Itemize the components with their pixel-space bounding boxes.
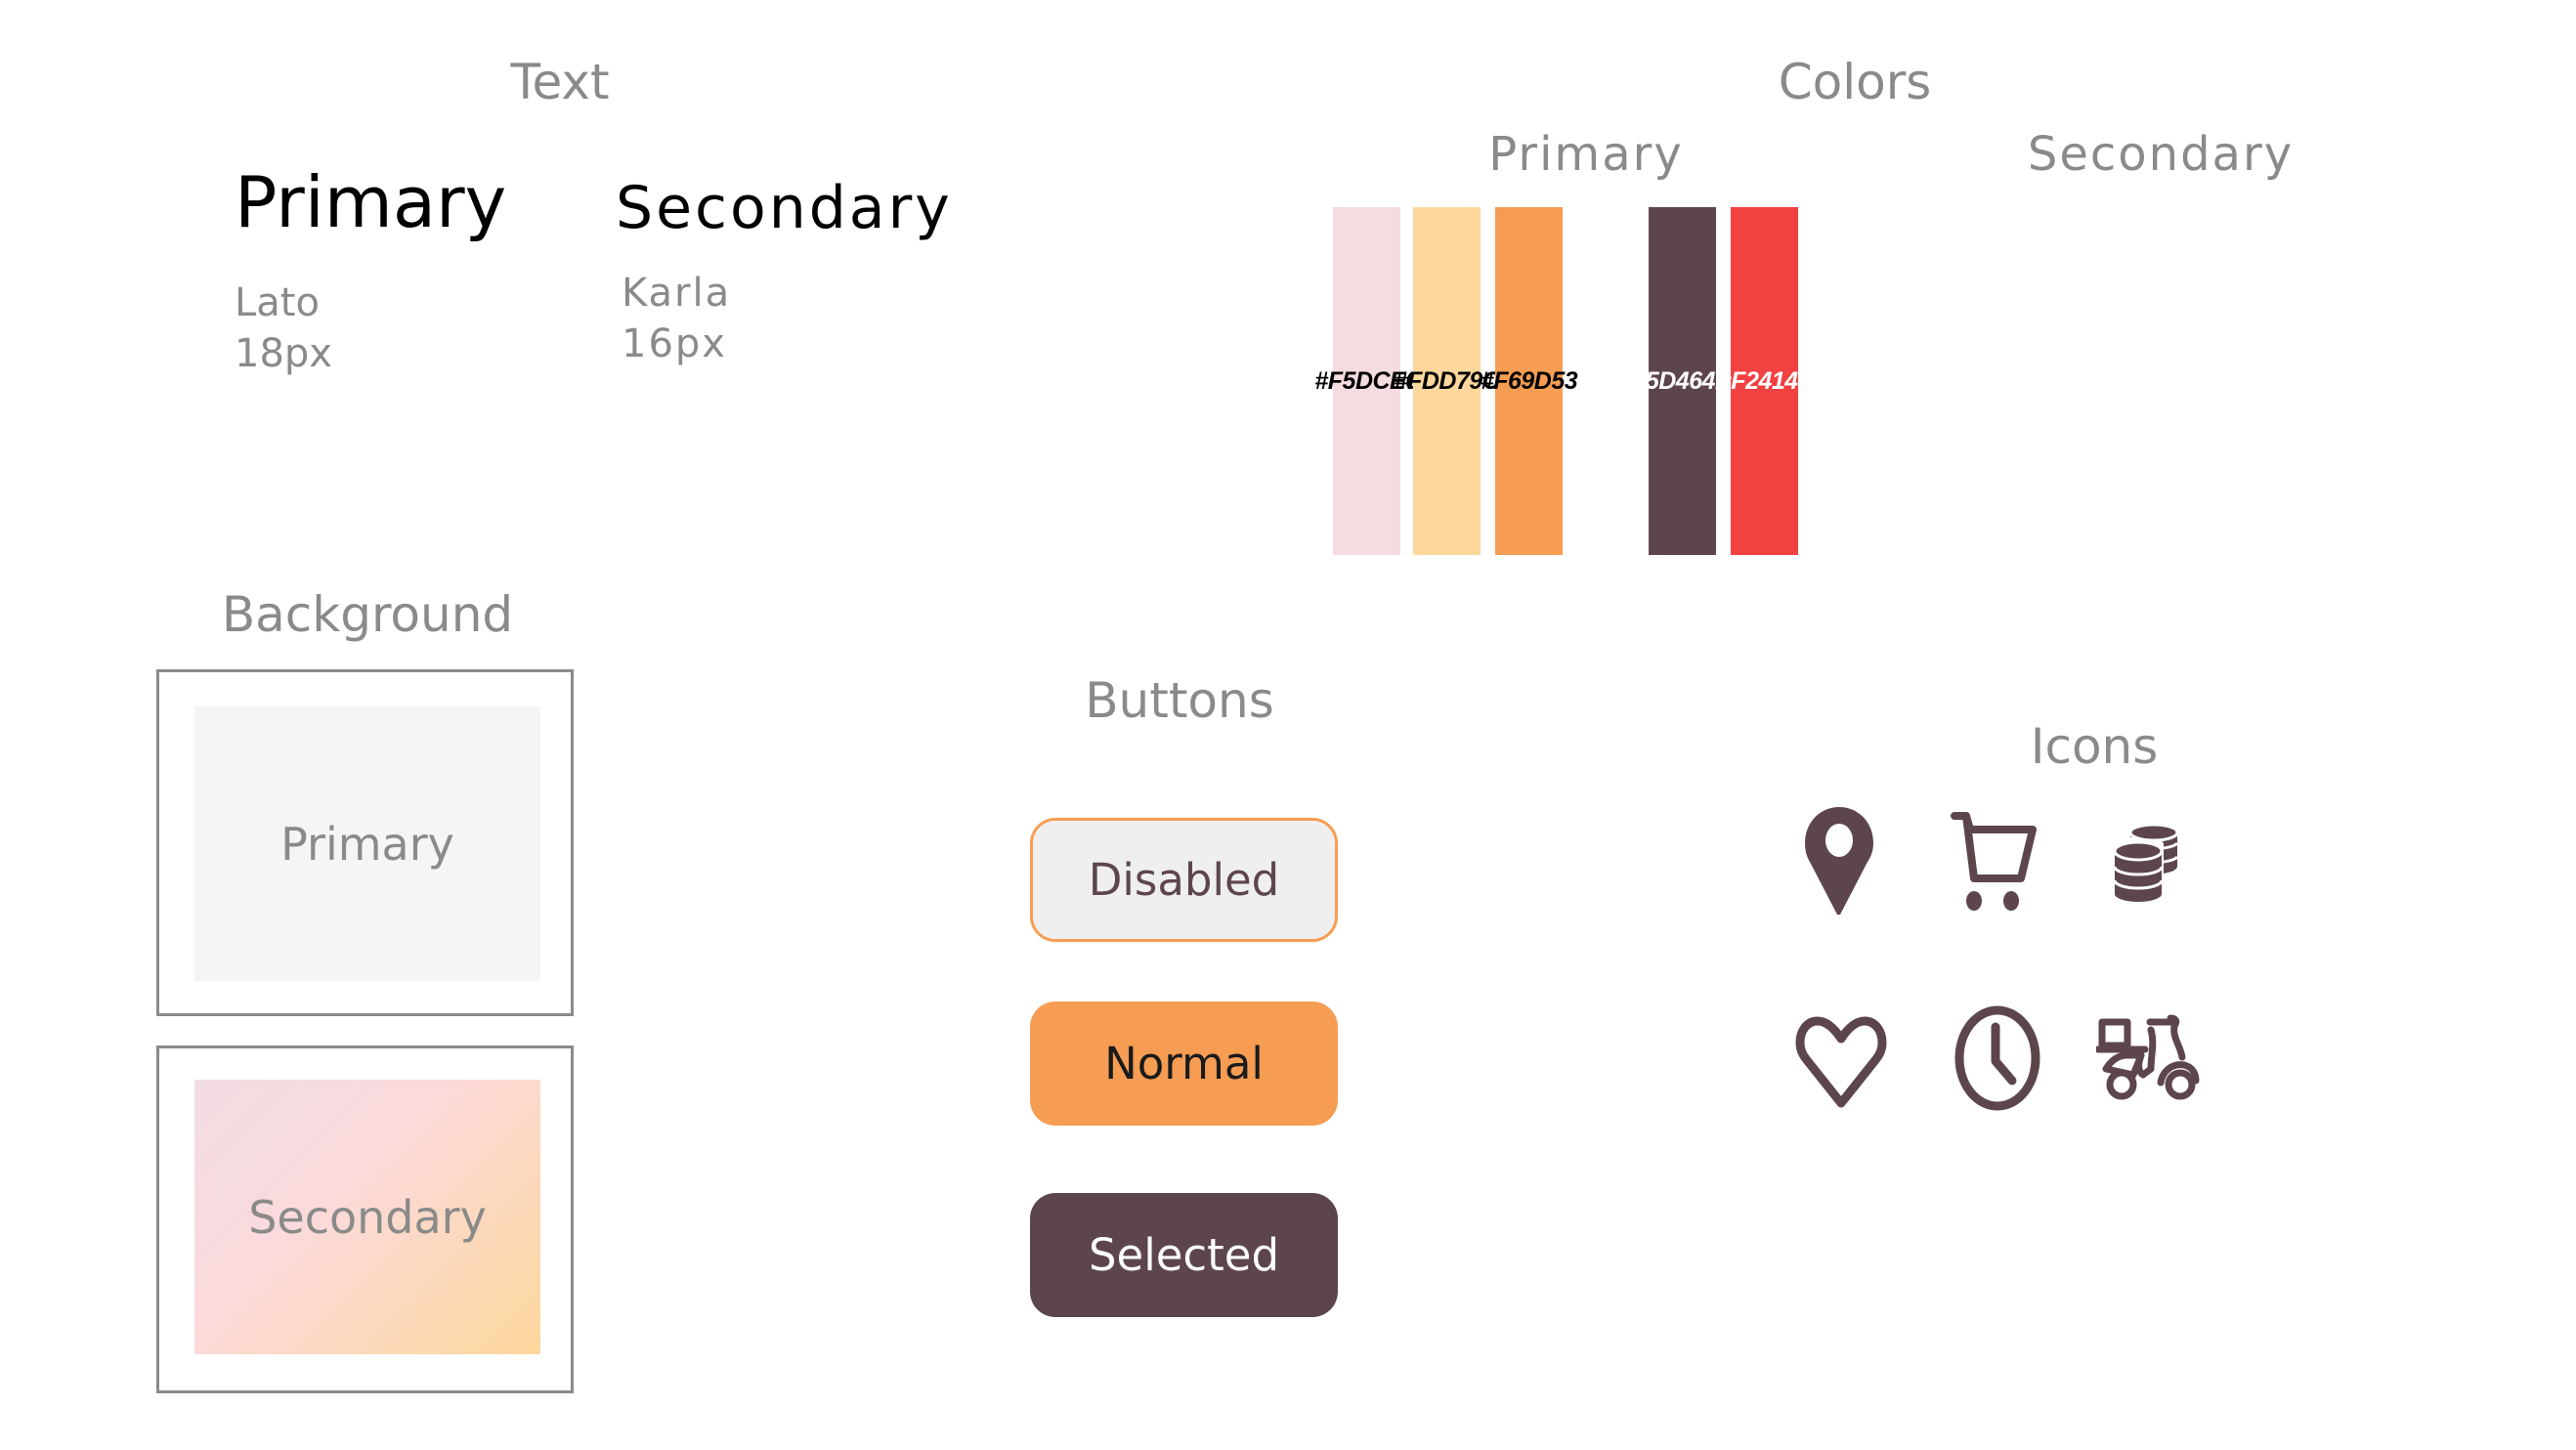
color-swatch: #5D464B	[1632, 207, 1733, 555]
secondary-font-size: 16px	[622, 321, 727, 366]
coins-icon	[2113, 824, 2179, 902]
secondary-font-sample: Secondary	[616, 174, 953, 242]
color-hex-label: #F24141	[1717, 366, 1812, 395]
color-swatch: #F69D53	[1481, 207, 1578, 555]
background-secondary-label: Secondary	[248, 1190, 487, 1244]
color-swatch: #FDD79C	[1395, 207, 1500, 555]
disabled-button[interactable]: Disabled	[1030, 818, 1338, 942]
secondary-colors-title: Secondary	[2027, 127, 2295, 182]
background-section-title: Background	[221, 586, 514, 643]
colors-section-title: Colors	[1778, 54, 1932, 110]
background-secondary-frame	[156, 1045, 574, 1393]
background-primary-frame	[156, 669, 574, 1016]
color-hex-label: #F69D53	[1480, 366, 1578, 395]
background-primary-label: Primary	[280, 817, 454, 871]
heart-icon	[1795, 1016, 1887, 1108]
color-swatch: #F24141	[1718, 207, 1812, 555]
primary-font-name: Lato	[235, 280, 320, 325]
background-primary-sample: Primary	[194, 706, 540, 981]
normal-button[interactable]: Normal	[1030, 1002, 1338, 1126]
icons-section-title: Icons	[2030, 718, 2159, 775]
color-hex-label: #F5DCE0	[1314, 366, 1419, 395]
color-hex-label: #FDD79C	[1394, 366, 1500, 395]
primary-font-size: 18px	[235, 331, 332, 376]
background-secondary-sample: Secondary	[194, 1080, 540, 1354]
map-pin-icon	[1805, 807, 1873, 915]
text-section-title: Text	[510, 54, 610, 110]
shopping-cart-icon	[1951, 812, 2037, 911]
selected-button[interactable]: Selected	[1030, 1193, 1338, 1317]
secondary-font-name: Karla	[622, 271, 732, 316]
clock-icon	[1954, 1005, 2040, 1111]
primary-font-sample: Primary	[235, 161, 507, 243]
delivery-scooter-icon	[2096, 1014, 2200, 1100]
color-hex-label: #5D464B	[1632, 366, 1733, 395]
buttons-section-title: Buttons	[1085, 672, 1274, 729]
color-swatch: #F5DCE0	[1314, 207, 1419, 555]
primary-colors-title: Primary	[1488, 127, 1684, 182]
